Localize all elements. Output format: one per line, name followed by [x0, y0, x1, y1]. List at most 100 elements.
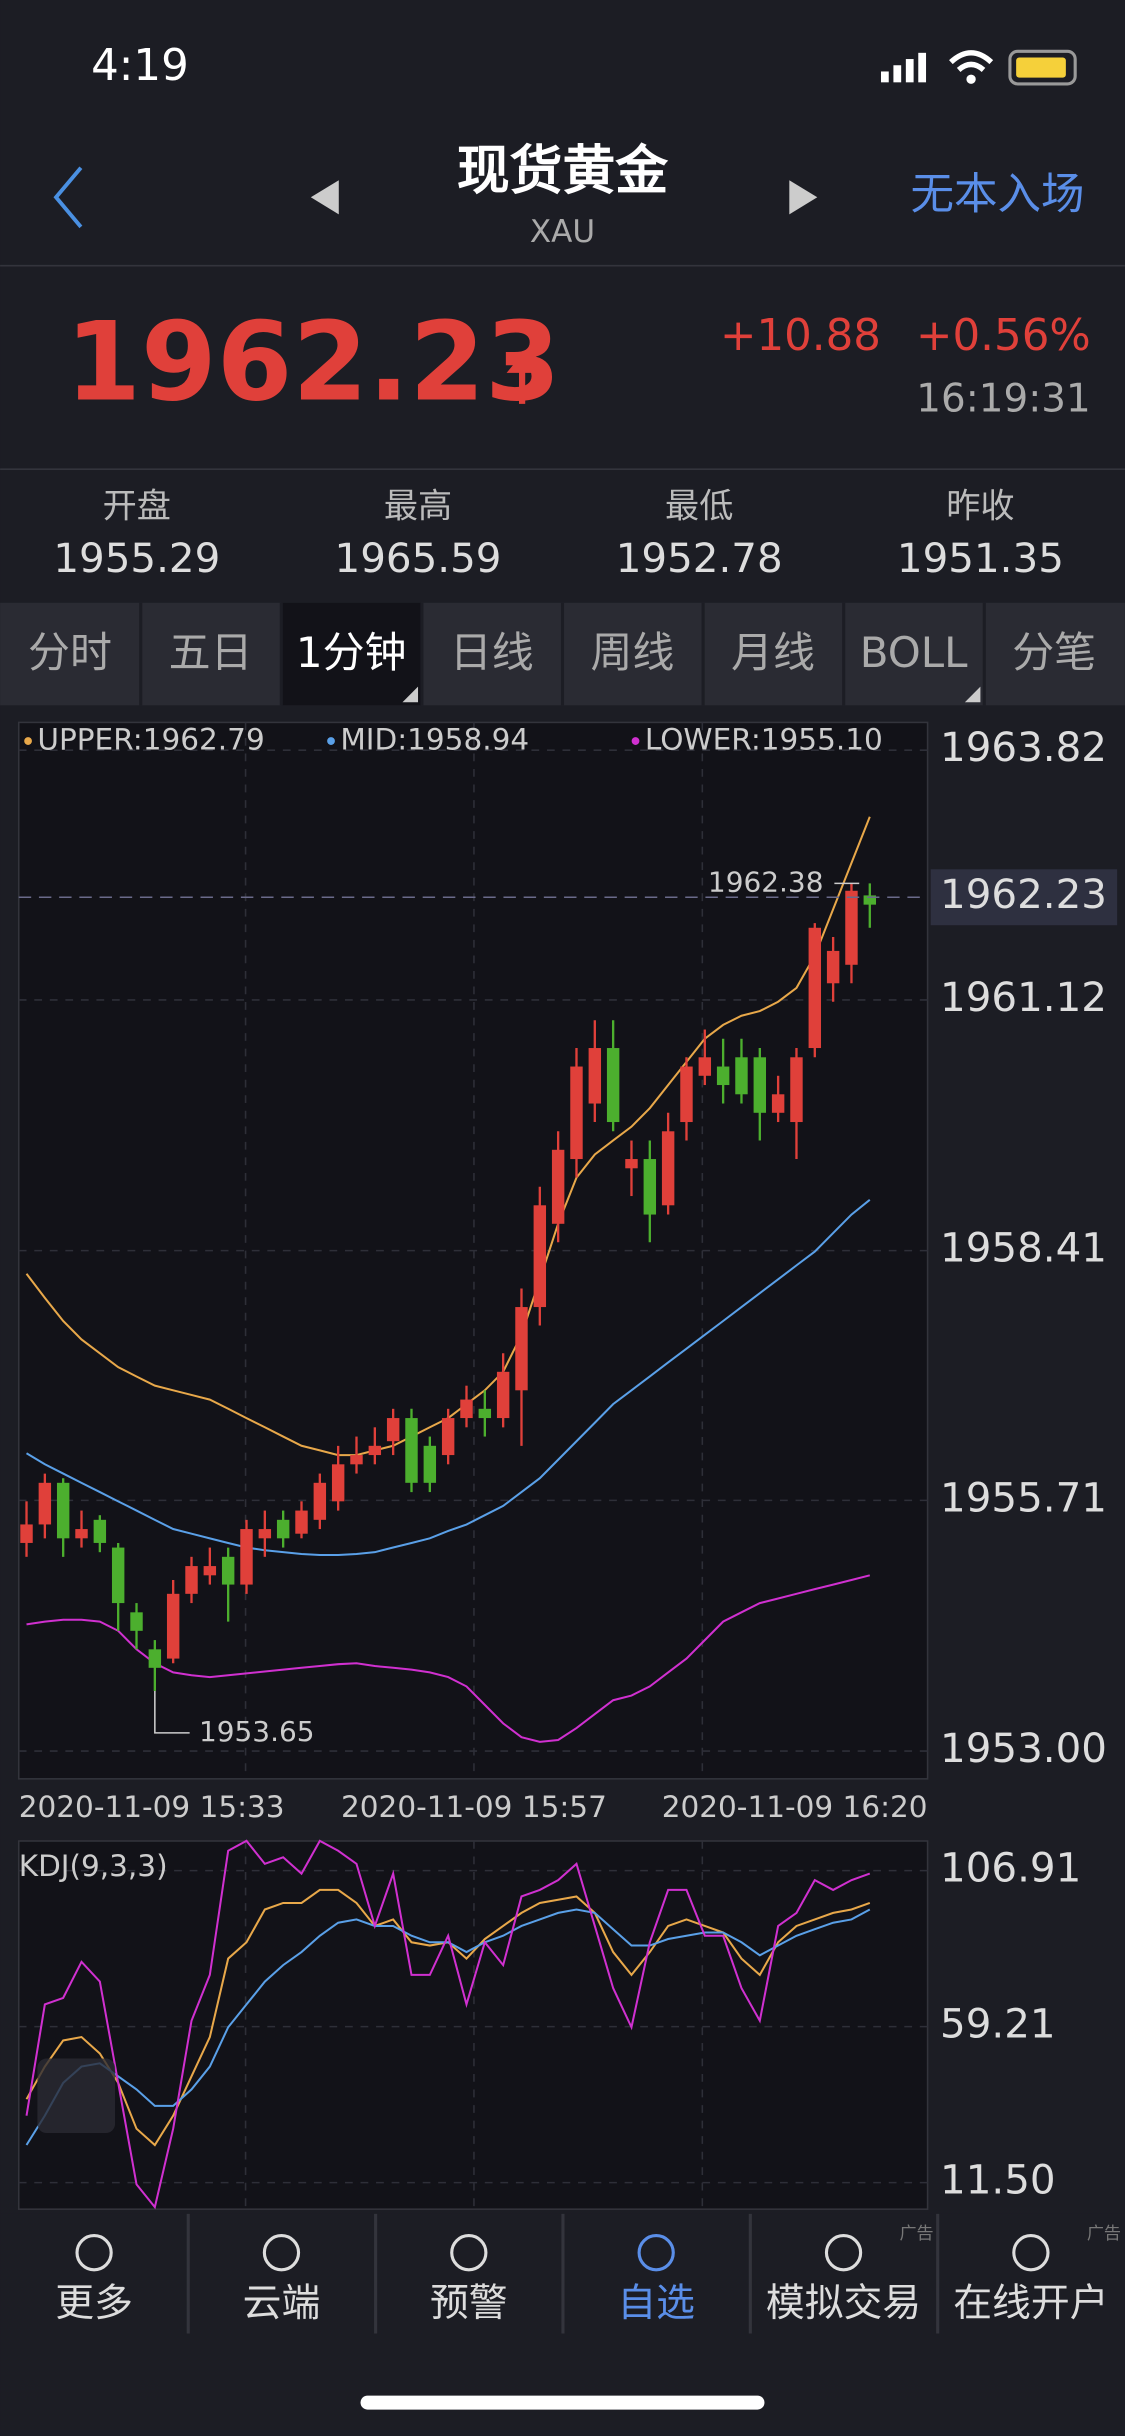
line: [25, 1199, 871, 1556]
stat-value: 1965.59: [335, 535, 502, 582]
nav-tag: 广告: [899, 2224, 933, 2244]
y-tick-label: 1963.82: [940, 724, 1107, 771]
home-indicator: [360, 2395, 765, 2410]
candle-body: [680, 1066, 693, 1123]
tab-corner: [402, 686, 419, 703]
back-button[interactable]: [53, 166, 83, 229]
status-icons: [880, 49, 1077, 86]
stat-value: 1955.29: [53, 535, 220, 582]
status-time: 4:19: [91, 41, 189, 91]
tab[interactable]: 1分钟: [296, 628, 407, 677]
max-marker: 1962.38: [708, 865, 824, 898]
stat-label: 最高: [384, 487, 452, 527]
candle-body: [221, 1556, 235, 1585]
nav-label[interactable]: 在线开户: [953, 2281, 1108, 2326]
candle-body: [716, 1066, 730, 1086]
last-price-label: 1962.23: [940, 871, 1107, 918]
nav-subtitle: XAU: [530, 214, 595, 250]
tab[interactable]: BOLL: [860, 628, 968, 677]
candle-body: [386, 1418, 400, 1442]
candle-body: [790, 1057, 803, 1123]
candle-body: [863, 895, 877, 905]
candle-body: [478, 1408, 492, 1419]
candle-body: [240, 1529, 253, 1585]
candle-body: [423, 1445, 437, 1483]
chart-title: KDJ(9,3,3): [19, 1849, 168, 1883]
tab[interactable]: 分笔: [1012, 628, 1096, 677]
tab[interactable]: 日线: [450, 628, 534, 677]
stat-label: 昨收: [946, 487, 1014, 527]
nav-icon: [1012, 2234, 1050, 2272]
nav-label[interactable]: 云端: [243, 2281, 321, 2326]
nav-label[interactable]: 自选: [617, 2281, 695, 2326]
next-button[interactable]: [789, 180, 818, 215]
quote-time: 16:19:31: [916, 376, 1090, 421]
candle-body: [441, 1418, 455, 1456]
nav-label[interactable]: 模拟交易: [766, 2281, 921, 2326]
candle-body: [771, 1094, 785, 1113]
candle-body: [753, 1057, 767, 1113]
candle-body: [570, 1066, 583, 1160]
candle-body: [496, 1371, 510, 1419]
legend-label: LOWER:1955.10: [645, 723, 883, 757]
tab[interactable]: 五日: [169, 628, 253, 677]
price: 1962.23: [65, 299, 560, 426]
min-marker-line: [154, 1690, 190, 1734]
line: [25, 1839, 871, 2210]
nav-icon: [450, 2234, 488, 2272]
candle-body: [643, 1159, 657, 1215]
tab[interactable]: 周线: [590, 628, 674, 677]
nav-label[interactable]: 更多: [55, 2281, 133, 2326]
nav-icon: [75, 2234, 113, 2272]
candle-body: [826, 950, 840, 984]
candle-body: [93, 1519, 107, 1543]
tab[interactable]: 分时: [28, 628, 112, 677]
nav-icon: [637, 2234, 675, 2272]
line: [26, 1574, 871, 1743]
x-tick-label: 2020-11-09 15:57: [341, 1790, 607, 1824]
stat-value: 1951.35: [897, 535, 1064, 582]
legend-dot: [24, 737, 32, 745]
tab-active: [281, 602, 422, 706]
candle-body: [331, 1464, 345, 1502]
y-tick-label: 1955.71: [940, 1474, 1107, 1521]
last-price-box: [930, 869, 1118, 926]
candle-body: [368, 1445, 382, 1456]
change: +10.88: [720, 311, 881, 361]
candle-body: [606, 1048, 620, 1123]
candle-body: [350, 1455, 363, 1465]
stats: 开盘 1955.29 最高 1965.59 最低 1952.78 昨收 1951.35: [53, 487, 1064, 582]
line: [25, 1908, 871, 2146]
candle-body: [185, 1566, 198, 1594]
min-marker: 1953.65: [199, 1715, 315, 1748]
candle-body: [75, 1529, 88, 1539]
candle-body: [295, 1510, 308, 1534]
stat-label: 开盘: [103, 487, 171, 527]
nav-icon: [262, 2234, 301, 2272]
prev-button[interactable]: [310, 180, 339, 215]
tab[interactable]: 月线: [731, 628, 815, 677]
stat-label: 最低: [665, 487, 733, 527]
candle-body: [845, 890, 858, 965]
nav-label[interactable]: 预警: [430, 2281, 508, 2326]
candle-body: [111, 1547, 125, 1604]
candle-body: [405, 1418, 418, 1483]
tab-corner: [964, 686, 981, 703]
legend-dot: [631, 737, 640, 745]
candle-body: [203, 1566, 217, 1576]
candle-body: [56, 1482, 70, 1539]
change-pct: +0.56%: [916, 311, 1091, 361]
y-tick-label: 1953.00: [940, 1725, 1107, 1772]
candle-body: [661, 1131, 675, 1206]
x-tick-label: 2020-11-09 16:20: [662, 1790, 928, 1824]
kdj-chart-area: [17, 1840, 929, 2210]
candle-body: [20, 1524, 33, 1543]
nav-action[interactable]: 无本入场: [910, 170, 1084, 220]
fullscreen-button[interactable]: [37, 2058, 116, 2134]
candle-body: [515, 1307, 528, 1391]
stat-value: 1952.78: [616, 535, 783, 582]
candle-body: [148, 1649, 162, 1668]
